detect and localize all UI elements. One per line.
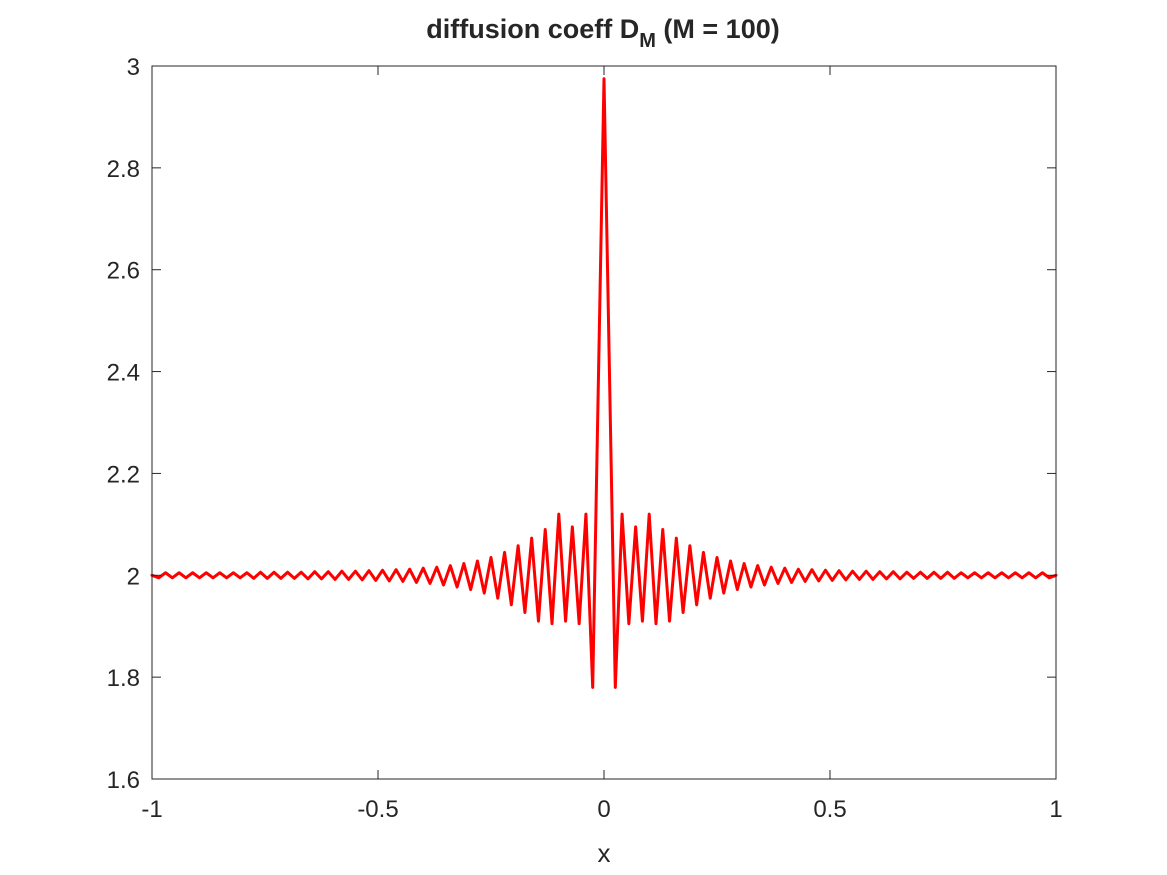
y-tick-label: 2.8 [107, 156, 140, 183]
x-tick-label: -0.5 [357, 796, 398, 823]
axes-box [151, 65, 1057, 780]
y-tick-label: 2 [127, 563, 140, 590]
y-tick-label: 1.6 [107, 767, 140, 794]
y-tick-label: 1.8 [107, 665, 140, 692]
y-tick-label: 2.4 [107, 360, 140, 387]
chart-title-prefix: diffusion coeff D [426, 14, 639, 44]
tick-layer: -1 -0.5 0 0.5 1 1.6 1.8 2 2.2 2.4 2.6 2.8 3 [107, 54, 1063, 823]
y-tick-label: 3 [127, 54, 140, 81]
chart-title-suffix: (M = 100) [656, 14, 780, 44]
data-layer [150, 77, 1058, 689]
series-line [150, 77, 1058, 689]
axes-background [152, 66, 1056, 779]
x-axis-label: x [598, 838, 611, 868]
x-tick-label: -1 [141, 796, 162, 823]
chart-title: diffusion coeff DM (M = 100) [426, 14, 779, 52]
y-tick-label: 2.2 [107, 461, 140, 488]
chart-title-subscript: M [639, 30, 656, 52]
x-tick-label: 1 [1049, 796, 1062, 823]
y-tick-label: 2.6 [107, 258, 140, 285]
x-tick-label: 0 [597, 796, 610, 823]
x-tick-label: 0.5 [813, 796, 846, 823]
plot-area [152, 66, 1056, 779]
